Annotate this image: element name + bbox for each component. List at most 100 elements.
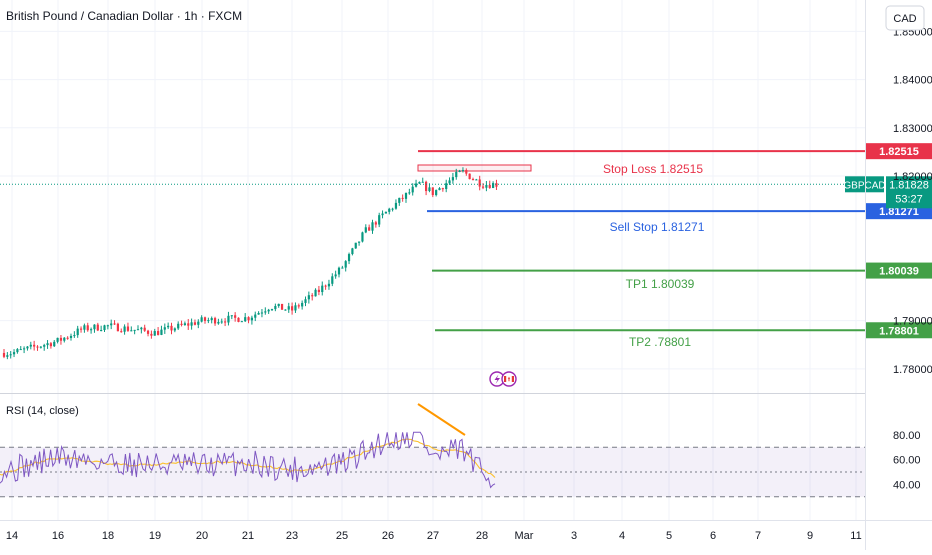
candle-body (177, 323, 180, 329)
candle-body (244, 317, 247, 322)
candle-body (435, 190, 438, 196)
candle-body (425, 181, 428, 192)
candle-body (56, 337, 59, 342)
candle-body (381, 213, 384, 216)
currency-selector[interactable] (885, 5, 925, 31)
candle-body (36, 346, 39, 348)
rsi-divergence-line (417, 403, 466, 436)
candle-body (455, 171, 458, 178)
time-tick-label: 28 (476, 530, 488, 542)
candle-body (66, 337, 69, 339)
candle-body (160, 329, 163, 335)
candle-body (364, 227, 367, 233)
candle-body (317, 289, 320, 293)
candle-body (421, 181, 424, 183)
price-tick-label: 1.79000 (893, 316, 932, 328)
stop-loss-price-tag[interactable] (866, 143, 932, 160)
candle-body (187, 323, 190, 326)
rsi-title: RSI (14, close) (6, 405, 79, 417)
candle-body (110, 323, 113, 326)
candle-body (411, 186, 414, 193)
candle-body (314, 289, 317, 297)
candle-body (33, 344, 36, 347)
time-tick-label: 9 (807, 530, 813, 542)
price-tick-label: 1.83000 (893, 123, 932, 135)
candle-body (12, 352, 16, 355)
candle-body (431, 187, 434, 196)
time-tick-label: 21 (242, 530, 254, 542)
candle-body (140, 327, 143, 330)
candle-body (197, 321, 200, 325)
candle-body (327, 283, 331, 287)
tp2-price-tag[interactable] (866, 322, 932, 339)
time-axis[interactable]: 14 16 18 19 20 21 23 25 26 27 28 Mar 3 4 5 6 7 9 11 (6, 530, 862, 542)
supply-zone (417, 164, 532, 172)
trade-levels[interactable]: 1.82515 1.81271 1.80039 1.78801 (418, 143, 932, 339)
candle-body (193, 322, 197, 325)
candle-body (73, 335, 76, 337)
candle-body (461, 170, 465, 172)
event-icons[interactable] (489, 371, 517, 387)
candle-body (428, 187, 431, 192)
currency-label: CAD (893, 13, 916, 25)
candle-body (280, 303, 284, 310)
price-tick-label: 1.82000 (893, 171, 932, 183)
supply-zone-rect (417, 164, 532, 172)
candle-body (347, 254, 351, 262)
current-price: GBPCAD 1.81828 53:27 (0, 176, 932, 209)
candle-body (418, 182, 421, 184)
tp2-price-tag-label: 1.78801 (879, 325, 919, 337)
countdown-label: 53:27 (895, 193, 923, 205)
candle-body (76, 328, 79, 336)
candle-body (438, 188, 441, 191)
tp1-price-tag[interactable] (866, 262, 932, 279)
sell-stop-text: Sell Stop 1.81271 (610, 220, 705, 234)
candle-body (83, 325, 86, 330)
candle-body (291, 306, 294, 311)
time-tick-label: 4 (619, 530, 625, 542)
candle-body (16, 349, 19, 353)
candle-body (277, 303, 280, 307)
time-tick-label: 18 (102, 530, 114, 542)
current-price-tag (886, 176, 932, 209)
flag-right (511, 376, 514, 382)
tp1-price-tag-label: 1.80039 (879, 266, 919, 278)
time-tick-label: 7 (755, 530, 761, 542)
candle-body (471, 179, 475, 181)
symbol-tag-label: GBPCAD (843, 180, 885, 191)
candle-body (371, 222, 374, 231)
candle-body (304, 299, 307, 303)
rsi-tick-label: 60.00 (893, 455, 921, 467)
price-tick-label: 1.84000 (893, 75, 932, 87)
candle-body (264, 311, 267, 313)
candle-body (485, 184, 488, 188)
flag-left (504, 376, 507, 382)
time-tick-label: 25 (336, 530, 348, 542)
candle-body (414, 183, 418, 187)
time-tick-label: 27 (427, 530, 439, 542)
rsi-tick-label: 80.00 (893, 430, 921, 442)
price-tick-label: 1.78000 (893, 364, 932, 376)
sell-stop-price-tag-label: 1.81271 (879, 206, 919, 218)
candle-body (384, 211, 387, 214)
tp1-text: TP1 1.80039 (626, 277, 695, 291)
candle-body (297, 305, 300, 307)
candle-body (183, 323, 186, 325)
candle-body (180, 323, 183, 325)
time-tick-label: 14 (6, 530, 18, 542)
candle-body (123, 326, 126, 332)
chart-title: British Pound / Canadian Dollar · 1h · F… (6, 9, 242, 23)
candle-body (351, 248, 354, 255)
candle-body (93, 324, 96, 330)
candle-body (451, 177, 454, 181)
candle-body (394, 202, 398, 209)
candle-body (207, 320, 210, 322)
candle-body (378, 215, 381, 225)
candle-body (492, 183, 495, 188)
time-tick-label: Mar (515, 530, 534, 542)
candle-body (126, 326, 130, 331)
candle-body (341, 267, 344, 269)
candle-body (234, 315, 237, 318)
